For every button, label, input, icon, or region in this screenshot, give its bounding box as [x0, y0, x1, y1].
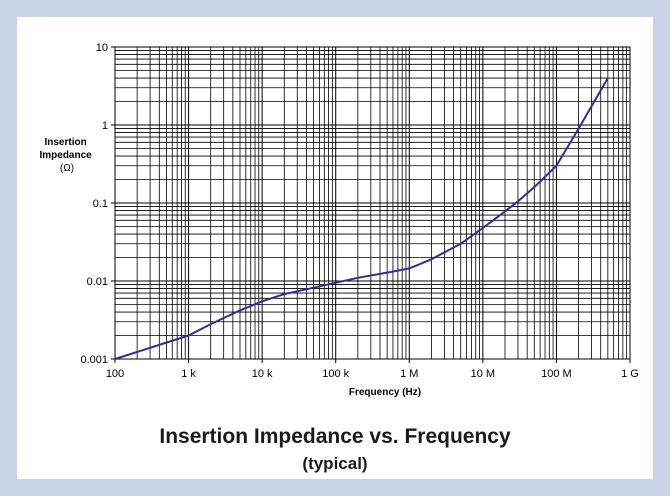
- y-tick-label: 0.001: [80, 354, 108, 366]
- x-tick-label: 10 k: [252, 368, 273, 380]
- y-axis-title-line-1: Insertion: [44, 137, 86, 148]
- x-tick-label: 1 k: [181, 368, 196, 380]
- x-tick-label: 1 M: [400, 368, 418, 380]
- y-tick-label: 0.01: [87, 276, 108, 288]
- x-tick-label: 100: [106, 368, 124, 380]
- series-line: [114, 77, 609, 360]
- x-tick-label: 100 M: [541, 368, 572, 380]
- y-tick-label: 1: [102, 120, 108, 132]
- chart-title: Insertion Impedance vs. Frequency: [159, 425, 511, 448]
- y-axis-title-line-3: (Ω): [60, 163, 74, 174]
- grid-lines: [111, 46, 631, 363]
- y-axis-title-line-2: Impedance: [39, 150, 92, 161]
- x-axis-title: Frequency (Hz): [349, 387, 421, 398]
- y-tick-labels: 0.001 0.01 0.1 1 10: [80, 42, 108, 366]
- x-tick-label: 1 G: [621, 368, 639, 380]
- x-tick-label: 10 M: [471, 368, 495, 380]
- x-tick-labels: 100 1 k 10 k 100 k 1 M 10 M 100 M 1 G: [106, 368, 639, 380]
- y-axis-title: Insertion Impedance (Ω): [39, 137, 94, 174]
- y-tick-label: 10: [96, 42, 108, 54]
- chart-subtitle: (typical): [302, 454, 368, 473]
- series-lines: [114, 77, 609, 360]
- x-tick-label: 100 k: [322, 368, 349, 380]
- y-tick-label: 0.1: [93, 198, 108, 210]
